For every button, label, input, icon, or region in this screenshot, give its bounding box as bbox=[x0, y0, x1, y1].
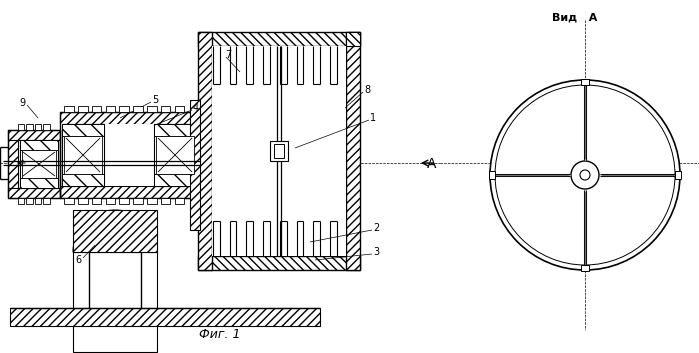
Bar bbox=[154, 124, 196, 186]
Text: 7: 7 bbox=[225, 50, 231, 60]
Bar bbox=[161, 198, 171, 204]
Bar bbox=[346, 32, 360, 270]
Bar bbox=[35, 124, 41, 130]
Bar bbox=[20, 140, 58, 188]
Bar bbox=[73, 210, 157, 252]
Bar bbox=[18, 124, 24, 130]
Bar bbox=[198, 32, 360, 46]
Text: 4: 4 bbox=[193, 103, 199, 113]
Text: Фиг. 1: Фиг. 1 bbox=[199, 329, 240, 341]
Bar bbox=[22, 150, 56, 178]
Text: 2: 2 bbox=[373, 223, 379, 233]
Bar bbox=[27, 198, 33, 204]
Bar bbox=[8, 130, 60, 140]
Bar bbox=[64, 198, 74, 204]
Bar bbox=[35, 198, 41, 204]
Text: 3: 3 bbox=[373, 247, 379, 257]
Bar bbox=[64, 106, 74, 112]
Bar bbox=[581, 265, 589, 271]
Bar bbox=[60, 112, 198, 124]
Bar bbox=[106, 106, 115, 112]
Bar bbox=[43, 198, 50, 204]
Bar bbox=[346, 32, 360, 46]
Bar bbox=[18, 198, 24, 204]
Bar bbox=[175, 106, 185, 112]
Circle shape bbox=[580, 170, 590, 180]
Bar bbox=[64, 136, 102, 174]
Bar bbox=[10, 308, 320, 326]
Bar bbox=[190, 100, 200, 230]
Bar bbox=[8, 130, 18, 198]
Bar bbox=[212, 46, 346, 256]
Bar bbox=[62, 124, 104, 136]
Bar bbox=[27, 124, 33, 130]
Bar bbox=[43, 124, 50, 130]
Bar bbox=[8, 130, 60, 198]
Circle shape bbox=[490, 80, 680, 270]
Bar bbox=[73, 252, 157, 352]
Bar bbox=[62, 124, 104, 186]
Text: 6: 6 bbox=[75, 255, 81, 265]
Bar bbox=[154, 174, 196, 186]
Bar bbox=[92, 106, 101, 112]
Bar bbox=[20, 140, 58, 150]
Text: 8: 8 bbox=[364, 85, 370, 95]
Bar bbox=[161, 106, 171, 112]
Bar bbox=[154, 124, 196, 136]
Bar bbox=[120, 198, 129, 204]
Circle shape bbox=[571, 161, 599, 189]
Bar bbox=[198, 256, 360, 270]
Bar bbox=[20, 178, 58, 188]
Bar bbox=[175, 198, 185, 204]
Bar bbox=[147, 106, 157, 112]
Bar bbox=[92, 198, 101, 204]
Circle shape bbox=[495, 85, 675, 265]
Bar bbox=[78, 198, 87, 204]
Text: Вид   А: Вид А bbox=[552, 13, 598, 23]
Bar bbox=[156, 136, 194, 174]
Text: 9: 9 bbox=[19, 98, 25, 108]
Bar bbox=[198, 32, 212, 270]
Bar bbox=[120, 106, 129, 112]
Bar bbox=[489, 171, 495, 179]
Text: 5: 5 bbox=[152, 95, 158, 105]
Bar bbox=[675, 171, 681, 179]
Bar bbox=[581, 79, 589, 85]
Bar bbox=[8, 188, 60, 198]
Bar bbox=[60, 186, 198, 198]
Text: 1: 1 bbox=[370, 113, 376, 123]
Bar bbox=[106, 198, 115, 204]
Bar bbox=[60, 124, 198, 186]
Bar bbox=[60, 112, 198, 198]
Bar bbox=[147, 198, 157, 204]
Bar bbox=[274, 144, 284, 158]
Bar bbox=[78, 106, 87, 112]
Wedge shape bbox=[73, 210, 157, 252]
Bar bbox=[270, 141, 288, 161]
Bar bbox=[62, 174, 104, 186]
Bar bbox=[133, 106, 143, 112]
Bar bbox=[133, 198, 143, 204]
Text: А: А bbox=[427, 157, 436, 171]
